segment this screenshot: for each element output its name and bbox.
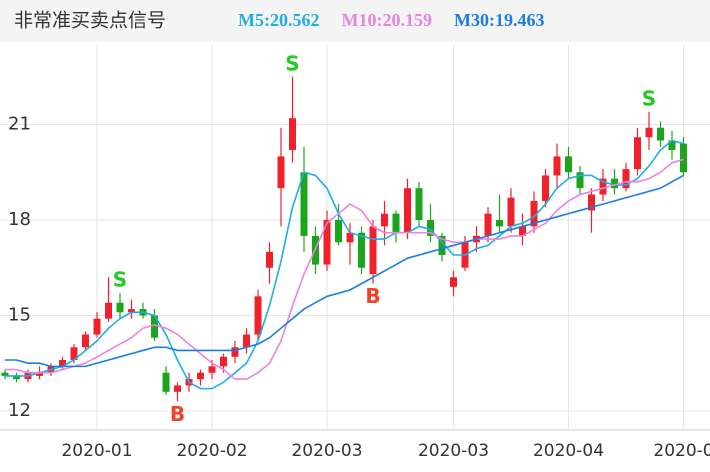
y-tick-label: 12 [8, 400, 31, 421]
candle-body [507, 197, 515, 227]
candle-body [323, 220, 331, 265]
candle-body [519, 226, 526, 236]
candle-body [450, 277, 457, 287]
candle-body [438, 235, 446, 255]
x-tick-label: 2020-03 [418, 441, 489, 461]
x-tick-label: 2020-02 [176, 441, 247, 461]
candle-body [243, 334, 250, 348]
candle-body [588, 194, 595, 211]
candle-body [151, 315, 158, 338]
candle-body [496, 220, 503, 227]
candle-body [369, 226, 377, 275]
y-tick-label: 21 [8, 114, 31, 135]
candle-body [392, 213, 400, 233]
candle-body [657, 127, 664, 141]
ma-line [5, 174, 684, 368]
candle-body [335, 220, 342, 243]
candle-body [415, 188, 423, 220]
candle-body [611, 178, 618, 189]
candle-body [1, 372, 9, 376]
candle-body [346, 232, 354, 243]
candle-body [358, 232, 365, 268]
candle-body [645, 127, 653, 138]
candle-body [231, 347, 239, 357]
y-tick-label: 15 [8, 304, 31, 325]
x-tick-label: 2020-04 [533, 441, 604, 461]
candle-body [208, 366, 216, 373]
candle-body [82, 334, 89, 348]
chart-title: 非常准买卖点信号 [14, 10, 166, 32]
candle-body [277, 156, 285, 189]
candle-body [553, 156, 561, 176]
candle-body [381, 213, 388, 227]
candle-body [70, 347, 78, 360]
legend-entry: M30:19.463 [454, 10, 544, 30]
candle-body [105, 302, 112, 319]
candle-body [93, 318, 101, 335]
candle-body [197, 372, 204, 380]
signal-label: S [642, 86, 656, 110]
candle-body [565, 156, 572, 173]
candle-body [404, 188, 411, 233]
candle-body [59, 360, 66, 367]
candle-body [162, 372, 170, 392]
candle-body [668, 140, 676, 150]
candle-body [266, 251, 273, 268]
candle-body [484, 213, 492, 236]
legend-entry: M5:20.562 [238, 10, 319, 30]
candle-body [530, 200, 538, 227]
candle-body [576, 172, 584, 189]
header-bar [0, 0, 710, 42]
candle-body [599, 178, 607, 195]
x-tick-label: 2020-03 [291, 441, 362, 461]
signal-label: S [285, 51, 299, 75]
signal-label: B [365, 284, 380, 308]
candle-body [174, 385, 181, 392]
candle-body [622, 169, 630, 189]
signal-label: S [113, 268, 127, 292]
candle-body [289, 118, 296, 150]
x-tick-label: 2020-01 [61, 441, 132, 461]
candle-body [13, 375, 20, 380]
candle-body [300, 172, 308, 236]
legend-entry: M10:20.159 [341, 10, 431, 30]
y-tick-label: 18 [8, 209, 31, 230]
x-tick-label: 2020-0 [653, 441, 710, 461]
ma-line [5, 139, 684, 390]
candle-body [220, 356, 227, 367]
candle-body [680, 143, 687, 173]
candle-body [254, 296, 262, 335]
signal-label: B [170, 402, 185, 426]
candle-body [116, 302, 124, 313]
ma-line [5, 158, 684, 380]
candle-body [542, 175, 549, 201]
candle-body [427, 220, 434, 236]
candle-body [128, 309, 135, 313]
candle-body [36, 372, 43, 376]
candle-body [634, 137, 641, 170]
